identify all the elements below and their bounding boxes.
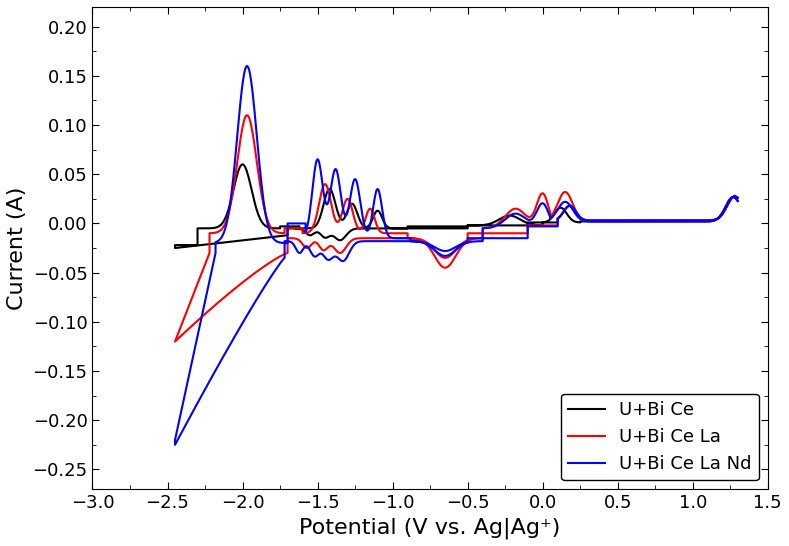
U+Bi Ce La [628,218,638,225]
U+Bi Ce La Nd [345,197,354,204]
U+Bi Ce [733,194,742,201]
U+Bi Ce La Nd [242,63,252,69]
U+Bi Ce La [592,217,601,224]
U+Bi Ce La [296,225,305,232]
U+Bi Ce [237,161,247,168]
U+Bi Ce [387,225,397,232]
Line: U+Bi Ce La Nd: U+Bi Ce La Nd [175,66,738,445]
U+Bi Ce La [243,112,252,118]
U+Bi Ce La Nd [170,442,180,448]
U+Bi Ce La [170,339,180,345]
U+Bi Ce [374,208,383,215]
U+Bi Ce La [423,240,432,247]
X-axis label: Potential (V vs. Ag|Ag⁺): Potential (V vs. Ag|Ag⁺) [300,518,561,539]
U+Bi Ce [238,162,248,168]
Y-axis label: Current (A): Current (A) [7,186,27,310]
U+Bi Ce [539,219,548,225]
U+Bi Ce La Nd [644,217,653,224]
Legend: U+Bi Ce, U+Bi Ce La, U+Bi Ce La Nd: U+Bi Ce, U+Bi Ce La, U+Bi Ce La Nd [561,394,759,480]
U+Bi Ce La [733,194,742,201]
U+Bi Ce La [733,198,742,204]
U+Bi Ce La Nd [341,212,350,219]
U+Bi Ce La Nd [572,212,581,219]
U+Bi Ce La Nd [733,198,742,204]
U+Bi Ce La Nd [318,251,327,258]
U+Bi Ce [170,245,180,251]
U+Bi Ce La Nd [733,194,742,201]
Line: U+Bi Ce: U+Bi Ce [175,164,738,248]
U+Bi Ce [367,218,376,225]
U+Bi Ce [548,213,557,220]
U+Bi Ce [733,198,742,204]
Line: U+Bi Ce La: U+Bi Ce La [175,115,738,342]
U+Bi Ce La Nd [416,239,425,245]
U+Bi Ce La [200,311,210,317]
U+Bi Ce La [662,218,671,225]
